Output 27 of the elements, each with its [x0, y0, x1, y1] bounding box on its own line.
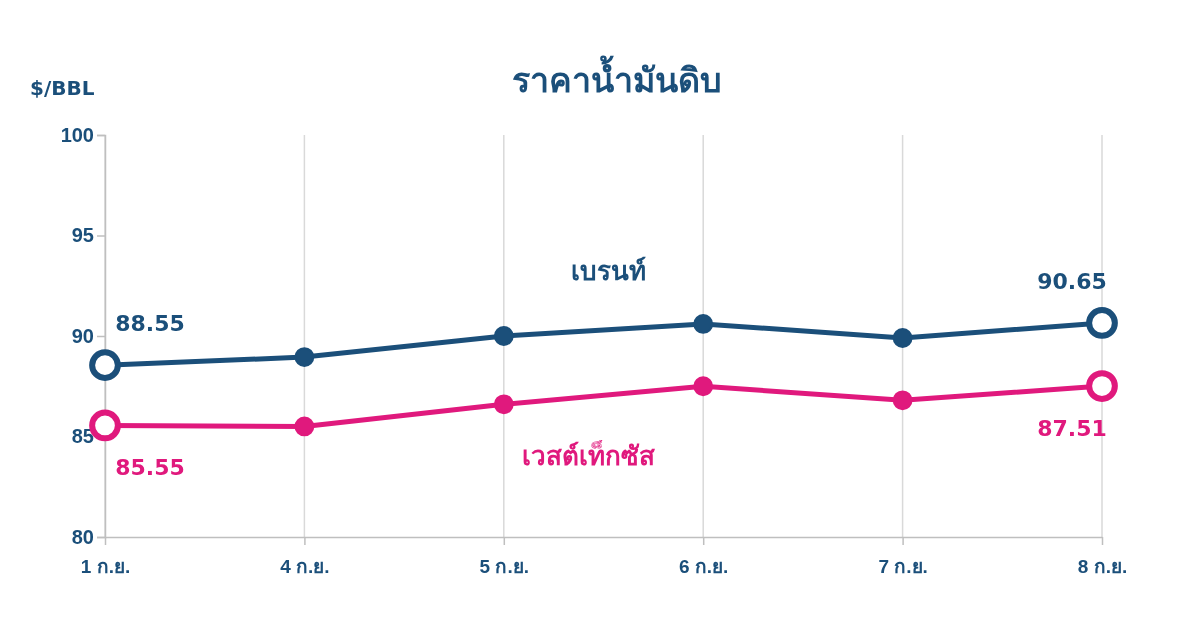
y-axis-title: $/BBL	[30, 76, 95, 100]
x-tick-label: 1 ก.ย.	[80, 555, 131, 577]
x-tick-label: 7 ก.ย.	[878, 555, 928, 577]
y-tick-label: 90	[71, 324, 94, 347]
y-tick-label: 85	[71, 425, 94, 448]
series-label: เวสต์เท็กซัส	[522, 440, 655, 472]
point	[892, 328, 913, 348]
point	[294, 347, 315, 368]
chart-title: ราคาน้ำมันดิบ	[512, 55, 722, 100]
data-label: 85.55	[115, 455, 185, 481]
data-label: 87.51	[1037, 416, 1107, 442]
y-tick-label: 80	[71, 525, 94, 548]
point	[892, 390, 913, 411]
y-tick-label: 100	[60, 123, 94, 146]
point	[493, 326, 514, 346]
x-tick-label: 4 ก.ย.	[280, 555, 330, 577]
y-tick-label: 95	[71, 224, 94, 247]
point	[693, 314, 714, 334]
series-label: เบรนท์	[571, 255, 646, 286]
x-tick-label: 6 ก.ย.	[679, 555, 729, 577]
x-tick-label: 5 ก.ย.	[479, 555, 529, 577]
data-label: 88.55	[115, 311, 185, 337]
data-label: 90.65	[1037, 268, 1107, 294]
point	[693, 376, 714, 397]
point	[294, 416, 315, 437]
x-tick-label: 8 ก.ย.	[1077, 555, 1128, 577]
point	[493, 394, 514, 415]
